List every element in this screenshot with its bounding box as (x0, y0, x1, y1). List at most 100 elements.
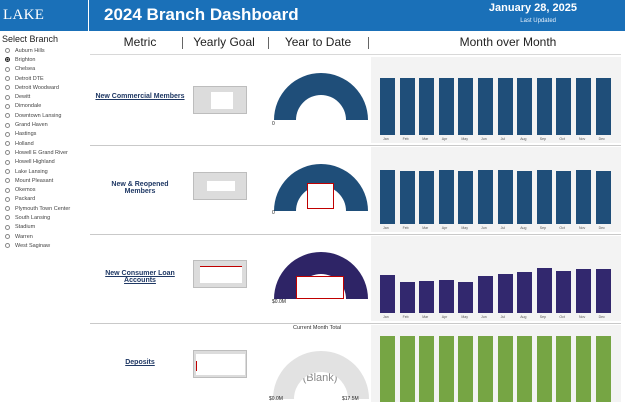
branch-option[interactable]: Dimondale (5, 102, 85, 111)
radio-button-icon[interactable] (5, 76, 10, 82)
branch-option[interactable]: Detroit Woodward (5, 83, 85, 92)
bar-aug[interactable] (517, 336, 533, 402)
radio-button-icon[interactable] (5, 234, 10, 240)
bar-nov[interactable] (576, 269, 591, 313)
bar-dec[interactable] (595, 269, 611, 313)
bar-feb[interactable] (399, 171, 415, 224)
bar-jan[interactable] (380, 170, 395, 224)
branch-option[interactable]: Howell Highland (5, 158, 85, 167)
bar-may[interactable] (458, 78, 474, 135)
month-label: Dec (598, 226, 605, 230)
branch-option[interactable]: Plymouth Town Center (5, 204, 85, 213)
radio-button-icon[interactable] (5, 150, 10, 156)
branch-option[interactable]: Stadium (5, 223, 85, 232)
bar-apr[interactable] (438, 336, 454, 402)
radio-button-icon[interactable] (5, 159, 10, 165)
bar-apr[interactable] (438, 170, 454, 224)
bar-sep[interactable] (536, 268, 552, 313)
bar-sep[interactable] (536, 78, 552, 135)
radio-button-icon[interactable] (5, 57, 10, 63)
bar-oct[interactable] (556, 78, 572, 135)
branch-option[interactable]: Okemos (5, 185, 85, 194)
bar-jun[interactable] (478, 170, 493, 224)
radio-button-icon[interactable] (5, 103, 10, 109)
radio-button-icon[interactable] (5, 196, 10, 202)
bar-dec[interactable] (595, 78, 611, 135)
radio-button-icon[interactable] (5, 141, 10, 147)
bar-jan[interactable] (380, 275, 395, 313)
branch-option[interactable]: West Saginaw (5, 241, 85, 250)
bar-jun[interactable] (478, 336, 493, 402)
bar-sep[interactable] (536, 336, 552, 402)
branch-option[interactable]: Holland (5, 139, 85, 148)
bar-nov[interactable] (576, 78, 591, 135)
bar-jul[interactable] (497, 170, 513, 224)
bar-feb[interactable] (399, 78, 415, 135)
branch-option[interactable]: Chelsea (5, 65, 85, 74)
branch-option[interactable]: South Lansing (5, 213, 85, 222)
bar-oct[interactable] (556, 336, 572, 402)
bar-nov[interactable] (576, 336, 591, 402)
bar-apr[interactable] (438, 280, 454, 313)
bar-mar[interactable] (419, 281, 435, 313)
radio-button-icon[interactable] (5, 85, 10, 91)
branch-option-label: Hastings (15, 131, 37, 138)
bar-dec[interactable] (595, 171, 611, 224)
metric-new-consumer-loan-accounts[interactable]: New Consumer Loan Accounts (105, 270, 175, 284)
bar-mar[interactable] (419, 171, 435, 224)
bar-oct[interactable] (556, 171, 572, 224)
branch-option-label: Brighton (15, 56, 36, 63)
branch-option[interactable]: Packard (5, 195, 85, 204)
radio-button-icon[interactable] (5, 94, 10, 100)
bar-may[interactable] (458, 336, 474, 402)
radio-button-icon[interactable] (5, 224, 10, 230)
bar-feb[interactable] (399, 282, 415, 313)
branch-option[interactable]: Downtown Lansing (5, 111, 85, 120)
radio-button-icon[interactable] (5, 122, 10, 128)
branch-option[interactable]: Hastings (5, 130, 85, 139)
bar-sep[interactable] (536, 170, 552, 224)
branch-option[interactable]: Auburn Hills (5, 46, 85, 55)
branch-option[interactable]: Mount Pleasant (5, 176, 85, 185)
branch-option[interactable]: Brighton (5, 55, 85, 64)
bar-jun[interactable] (478, 276, 493, 313)
bar-aug[interactable] (517, 171, 533, 224)
bar-aug[interactable] (517, 78, 533, 135)
branch-option[interactable]: Detroit DTE (5, 74, 85, 83)
bar-may[interactable] (458, 282, 474, 313)
bar-aug[interactable] (517, 272, 533, 313)
bar-dec[interactable] (595, 336, 611, 402)
branch-option[interactable]: Lake Lansing (5, 167, 85, 176)
radio-button-icon[interactable] (5, 206, 10, 212)
bar-apr[interactable] (438, 78, 454, 135)
radio-button-icon[interactable] (5, 243, 10, 249)
radio-button-icon[interactable] (5, 48, 10, 54)
bar-jan[interactable] (380, 336, 395, 402)
bar-jan[interactable] (380, 78, 395, 135)
branch-option[interactable]: Grand Haven (5, 120, 85, 129)
radio-button-icon[interactable] (5, 178, 10, 184)
bar-jul[interactable] (497, 336, 513, 402)
metric-deposits[interactable]: Deposits (125, 359, 155, 366)
radio-button-icon[interactable] (5, 66, 10, 72)
radio-button-icon[interactable] (5, 169, 10, 174)
branch-option[interactable]: Warren (5, 232, 85, 241)
radio-button-icon[interactable] (5, 187, 10, 193)
bar-may[interactable] (458, 171, 474, 224)
bar-oct[interactable] (556, 271, 572, 313)
metric-new-reopened-members[interactable]: New & Reopened Members (111, 181, 169, 195)
bar-jun[interactable] (478, 78, 493, 135)
radio-button-icon[interactable] (5, 113, 10, 119)
bar-nov[interactable] (576, 170, 591, 224)
bar-mar[interactable] (419, 78, 435, 135)
metric-new-commercial-members[interactable]: New Commercial Members (95, 93, 185, 100)
bar-jul[interactable] (497, 78, 513, 135)
bar-mar[interactable] (419, 336, 435, 402)
branch-option-label: Grand Haven (15, 122, 48, 129)
radio-button-icon[interactable] (5, 131, 10, 137)
bar-feb[interactable] (399, 336, 415, 402)
radio-button-icon[interactable] (5, 215, 10, 221)
branch-option[interactable]: Howell E Grand River (5, 148, 85, 157)
branch-option[interactable]: Dewitt (5, 92, 85, 101)
bar-jul[interactable] (497, 274, 513, 313)
